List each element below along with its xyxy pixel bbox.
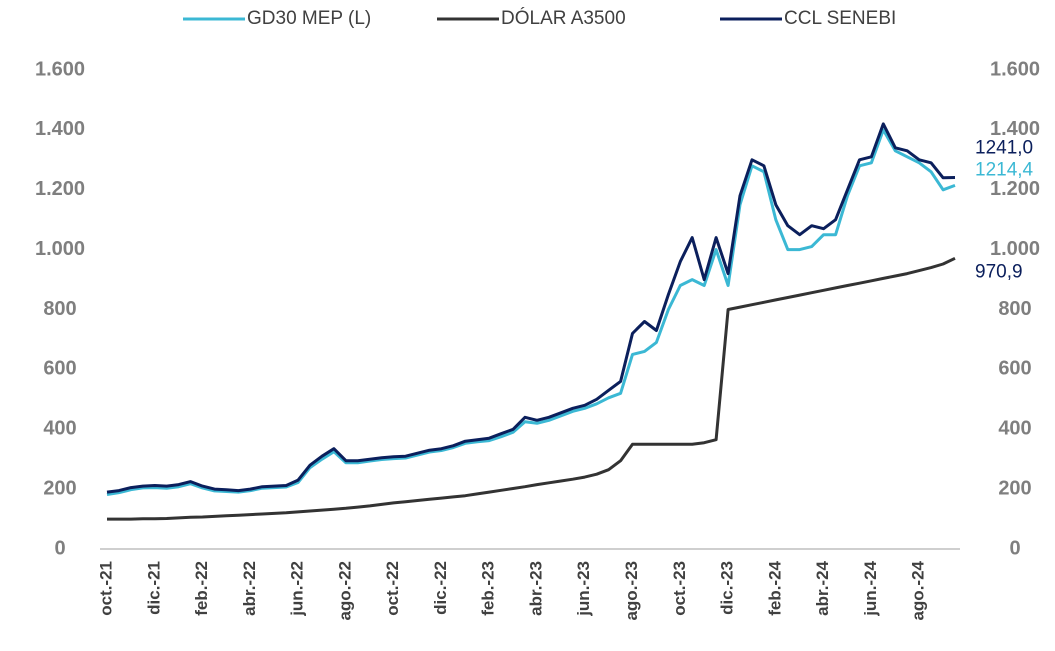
y2-tick-label: 1.400	[990, 118, 1040, 140]
y-tick-label: 1.200	[35, 178, 85, 200]
x-tick-label: ago.-23	[622, 561, 641, 621]
x-tick-label: jun.-23	[574, 561, 593, 617]
y2-tick-label: 800	[998, 298, 1031, 320]
x-tick-label: abr.-22	[240, 561, 259, 616]
legend-label: GD30 MEP (L)	[247, 8, 371, 29]
y2-tick-label: 600	[998, 358, 1031, 380]
x-tick-label: feb.-23	[479, 561, 498, 616]
legend-label: CCL SENEBI	[784, 8, 896, 29]
y2-tick-label: 400	[998, 418, 1031, 440]
y2-tick-label: 1.200	[990, 178, 1040, 200]
series-line	[107, 256, 956, 521]
x-tick-label: jun.-24	[861, 560, 880, 616]
y-tick-label: 1.400	[35, 118, 85, 140]
x-tick-label: abr.-23	[526, 561, 545, 616]
y-tick-label: 0	[54, 537, 65, 559]
y-tick-label: 200	[43, 477, 76, 499]
value-label: 1241,0	[975, 137, 1033, 158]
x-tick-label: jun.-22	[288, 561, 307, 617]
x-tick-label: ago.-24	[909, 560, 928, 620]
y-tick-label: 800	[43, 298, 76, 320]
y2-tick-label: 200	[998, 477, 1031, 499]
y-tick-label: 600	[43, 358, 76, 380]
x-tick-label: dic.-23	[718, 561, 737, 615]
x-tick-label: oct.-21	[96, 561, 115, 616]
x-tick-label: oct.-23	[670, 561, 689, 616]
x-tick-label: ago.-22	[335, 561, 354, 621]
y2-tick-label: 0	[1009, 537, 1020, 559]
value-label: 970,9	[975, 261, 1023, 282]
x-tick-label: oct.-22	[383, 561, 402, 616]
x-tick-label: dic.-22	[431, 561, 450, 615]
x-tick-label: feb.-24	[765, 560, 784, 615]
x-tick-label: feb.-22	[192, 561, 211, 616]
y-tick-label: 1.000	[35, 238, 85, 260]
y2-tick-label: 1.000	[990, 238, 1040, 260]
series-line	[106, 128, 956, 496]
legend-label: DÓLAR A3500	[501, 7, 626, 29]
y-tick-label: 1.600	[35, 58, 85, 80]
y-tick-label: 400	[43, 418, 76, 440]
y2-tick-label: 1.600	[990, 58, 1040, 80]
x-tick-label: dic.-21	[144, 561, 163, 615]
x-tick-label: abr.-24	[813, 560, 832, 615]
value-label: 1214,4	[975, 159, 1034, 180]
series-line	[106, 122, 956, 494]
